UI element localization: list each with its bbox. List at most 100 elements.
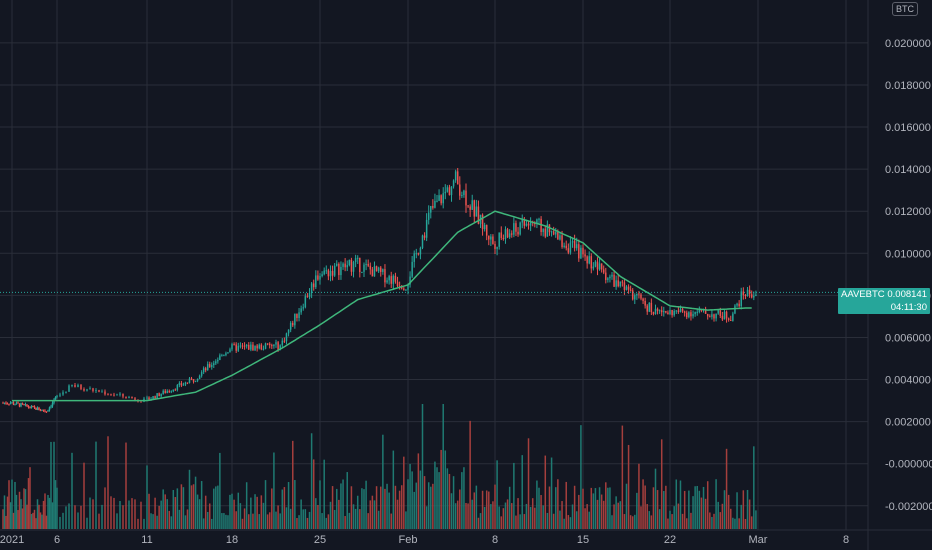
volume-bar-up <box>521 455 523 529</box>
volume-bar-down <box>727 494 730 529</box>
time-tick-label: 11 <box>141 534 152 546</box>
volume-bar-down <box>686 518 688 529</box>
candle-body-down <box>477 206 480 224</box>
volume-bar-down <box>367 513 369 529</box>
volume-bar-down <box>517 498 519 529</box>
volume-bar-up <box>377 510 380 529</box>
candle-body-up <box>310 283 313 294</box>
volume-bar-up <box>454 503 457 529</box>
candle-body-down <box>506 229 509 238</box>
price-tick-label: 0.004000 <box>885 375 931 387</box>
volume-bar-up <box>221 513 223 529</box>
volume-bar-up <box>679 480 682 529</box>
candle-body-down <box>21 403 24 405</box>
volume-bar-down <box>33 509 36 529</box>
candle-body-up <box>304 296 307 308</box>
candle-body-up <box>221 355 223 357</box>
volume-bar-down <box>623 514 626 529</box>
volume-bar-up <box>310 433 313 529</box>
candle-body-down <box>45 411 48 413</box>
volume-bar-down <box>473 492 476 529</box>
time-tick-label: 22 <box>664 534 676 546</box>
volume-bar-up <box>625 483 628 529</box>
volume-bar-up <box>294 480 296 529</box>
candle-body-up <box>421 235 424 248</box>
volume-bar-down <box>180 484 183 529</box>
volume-bar-down <box>629 515 632 529</box>
candle-body-down <box>621 281 624 283</box>
price-tick-label: 0.018000 <box>885 80 931 92</box>
candle-body-up <box>245 344 248 347</box>
volume-bar-down <box>644 485 646 529</box>
volume-bar-up <box>196 494 199 529</box>
volume-bar-up <box>536 480 538 529</box>
candle-body-up <box>346 265 348 268</box>
candle-body-up <box>101 391 103 393</box>
candle-body-down <box>26 404 28 407</box>
candle-body-up <box>200 372 203 376</box>
currency-badge[interactable]: BTC <box>892 2 918 16</box>
candle-body-up <box>329 270 332 277</box>
volume-bar-up <box>3 495 6 529</box>
volume-bar-down <box>312 459 315 529</box>
candle-body-up <box>215 361 217 364</box>
candle-body-down <box>168 391 171 393</box>
volume-bar-up <box>211 518 213 529</box>
volume-bar-down <box>92 499 94 529</box>
price-tick-label: 0.002000 <box>885 417 931 429</box>
volume-bar-down <box>125 442 127 529</box>
volume-bar-up <box>386 483 388 529</box>
volume-bar-up <box>673 506 675 529</box>
volume-bar-down <box>403 456 405 529</box>
candle-body-down <box>485 224 488 236</box>
volume-bar-up <box>436 467 438 529</box>
candle-body-down <box>671 309 673 316</box>
candle-body-down <box>561 235 563 247</box>
volume-bar-down <box>527 438 530 529</box>
volume-bar-down <box>398 490 401 529</box>
volume-bar-down <box>98 513 100 529</box>
candle-body-up <box>415 253 418 255</box>
volume-bar-up <box>755 510 757 529</box>
candle-body-up <box>723 311 726 320</box>
volume-bar-down <box>26 504 28 529</box>
volume-bar-up <box>694 486 696 529</box>
candle-body-up <box>348 259 351 266</box>
candle-body-down <box>400 286 403 289</box>
candle-body-up <box>498 232 500 247</box>
candle-body-up <box>377 267 380 272</box>
volume-bar-up <box>411 471 413 529</box>
candle-body-down <box>596 261 599 270</box>
candle-body-down <box>241 345 244 347</box>
candle-body-down <box>584 254 586 257</box>
volume-bar-up <box>14 481 16 529</box>
candle-body-down <box>92 388 94 391</box>
volume-bar-down <box>371 495 374 529</box>
volume-bar-down <box>154 497 156 529</box>
volume-bar-down <box>331 486 334 529</box>
volume-bar-down <box>204 495 207 529</box>
candle-body-up <box>336 263 338 266</box>
candle-body-down <box>148 397 150 400</box>
candle-body-up <box>438 195 440 201</box>
candle-body-down <box>74 384 76 388</box>
volume-bar-down <box>627 444 630 529</box>
volume-bar-up <box>388 492 390 529</box>
volume-bar-up <box>59 516 61 529</box>
candle-body-down <box>742 291 745 295</box>
volume-bar-down <box>375 486 378 529</box>
candle-body-up <box>594 261 597 267</box>
price-tick-label: 0.010000 <box>885 248 931 260</box>
candle-body-up <box>176 385 179 390</box>
candle-body-down <box>744 294 747 297</box>
candle-body-down <box>104 391 106 395</box>
candle-body-up <box>36 407 39 410</box>
volume-bar-up <box>648 511 651 529</box>
candle-body-up <box>275 342 277 345</box>
candle-body-down <box>417 253 420 255</box>
candle-body-down <box>252 344 254 351</box>
price-tick-label: 0.020000 <box>885 38 931 50</box>
volume-bar-up <box>746 489 749 529</box>
volume-bar-down <box>148 493 150 529</box>
